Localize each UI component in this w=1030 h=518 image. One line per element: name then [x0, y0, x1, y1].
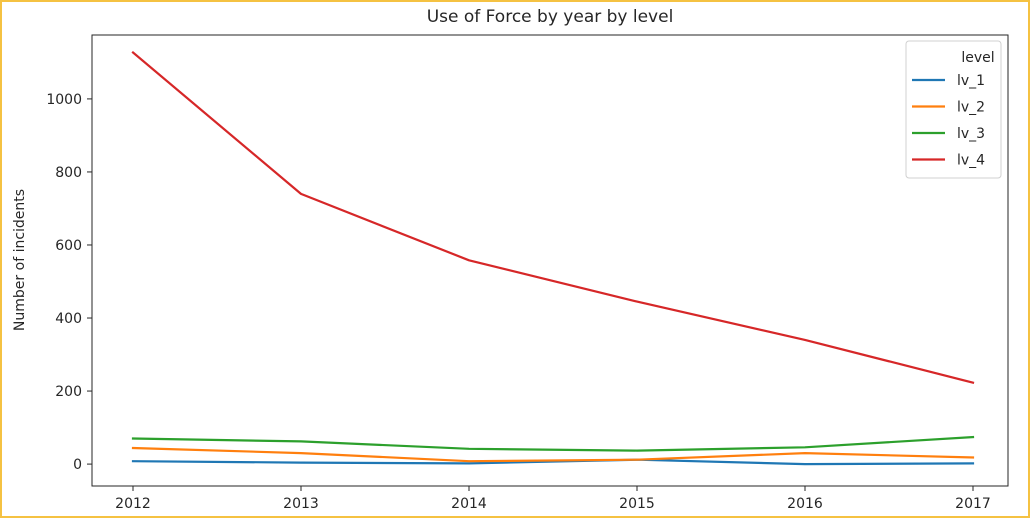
plot-area [91, 34, 1009, 487]
series-line-lv-2 [131, 446, 975, 463]
y-tick-label: 800 [55, 165, 82, 181]
y-tick-label: 200 [55, 384, 82, 400]
y-axis-label: Number of incidents [12, 189, 28, 331]
x-tick-label: 2012 [115, 496, 151, 512]
x-tick-label: 2016 [787, 496, 823, 512]
y-tick-label: 1000 [46, 92, 82, 108]
legend-label-lv-4: lv_4 [957, 153, 985, 169]
x-tick-label: 2013 [283, 496, 319, 512]
series-line-lv-4 [131, 50, 975, 385]
y-tick-label: 400 [55, 311, 82, 327]
legend-label-lv-3: lv_3 [957, 126, 985, 142]
x-tick-label: 2015 [619, 496, 655, 512]
legend-title: level [961, 50, 994, 66]
y-tick-label: 600 [55, 238, 82, 254]
legend-label-lv-2: lv_2 [957, 100, 985, 116]
y-tick-label: 0 [73, 457, 82, 473]
legend-box [905, 40, 1002, 179]
x-tick-label: 2014 [451, 496, 487, 512]
legend-label-lv-1: lv_1 [957, 73, 985, 89]
chart-title: Use of Force by year by level [427, 7, 674, 27]
series-line-lv-3 [131, 435, 975, 452]
x-tick-label: 2017 [955, 496, 991, 512]
